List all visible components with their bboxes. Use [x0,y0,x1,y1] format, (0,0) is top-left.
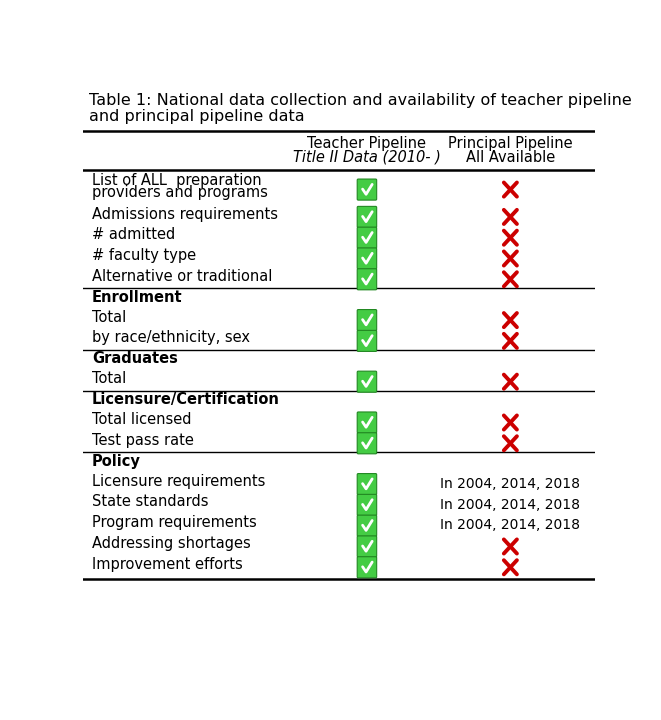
FancyBboxPatch shape [357,330,377,351]
Text: All Available: All Available [466,150,555,165]
FancyBboxPatch shape [357,474,377,495]
Text: Table 1: National data collection and availability of teacher pipeline: Table 1: National data collection and av… [89,93,631,107]
FancyBboxPatch shape [357,228,377,248]
FancyBboxPatch shape [357,433,377,454]
Text: by race/ethnicity, sex: by race/ethnicity, sex [92,330,250,346]
Text: Program requirements: Program requirements [92,516,256,531]
FancyBboxPatch shape [357,248,377,269]
FancyBboxPatch shape [357,207,377,228]
Text: Total licensed: Total licensed [92,412,191,427]
Text: Admissions requirements: Admissions requirements [92,207,278,222]
Text: and principal pipeline data: and principal pipeline data [89,109,305,125]
Text: Title II Data (2010- ): Title II Data (2010- ) [293,150,441,165]
Text: In 2004, 2014, 2018: In 2004, 2014, 2018 [440,518,580,532]
FancyBboxPatch shape [357,536,377,557]
Text: Alternative or traditional: Alternative or traditional [92,269,272,284]
FancyBboxPatch shape [357,412,377,433]
Text: # admitted: # admitted [92,228,175,243]
FancyBboxPatch shape [357,515,377,536]
FancyBboxPatch shape [357,179,377,200]
FancyBboxPatch shape [357,557,377,577]
Text: Total: Total [92,372,126,387]
Text: Principal Pipeline: Principal Pipeline [448,135,572,150]
FancyBboxPatch shape [357,310,377,330]
Text: Policy: Policy [92,454,141,469]
Text: providers and programs: providers and programs [92,185,268,200]
FancyBboxPatch shape [357,269,377,290]
Text: Graduates: Graduates [92,351,178,366]
Text: Test pass rate: Test pass rate [92,433,194,448]
Text: List of ALL  preparation: List of ALL preparation [92,173,262,188]
Text: Licensure/Certification: Licensure/Certification [92,392,280,407]
Text: # faculty type: # faculty type [92,248,196,263]
Text: Enrollment: Enrollment [92,289,182,305]
FancyBboxPatch shape [357,372,377,392]
Text: In 2004, 2014, 2018: In 2004, 2014, 2018 [440,477,580,491]
Text: Total: Total [92,310,126,325]
Text: Addressing shortages: Addressing shortages [92,536,251,551]
Text: Licensure requirements: Licensure requirements [92,474,265,489]
Text: Teacher Pipeline: Teacher Pipeline [307,135,426,150]
Text: Improvement efforts: Improvement efforts [92,557,243,572]
Text: In 2004, 2014, 2018: In 2004, 2014, 2018 [440,498,580,512]
FancyBboxPatch shape [357,495,377,516]
Text: State standards: State standards [92,495,208,510]
